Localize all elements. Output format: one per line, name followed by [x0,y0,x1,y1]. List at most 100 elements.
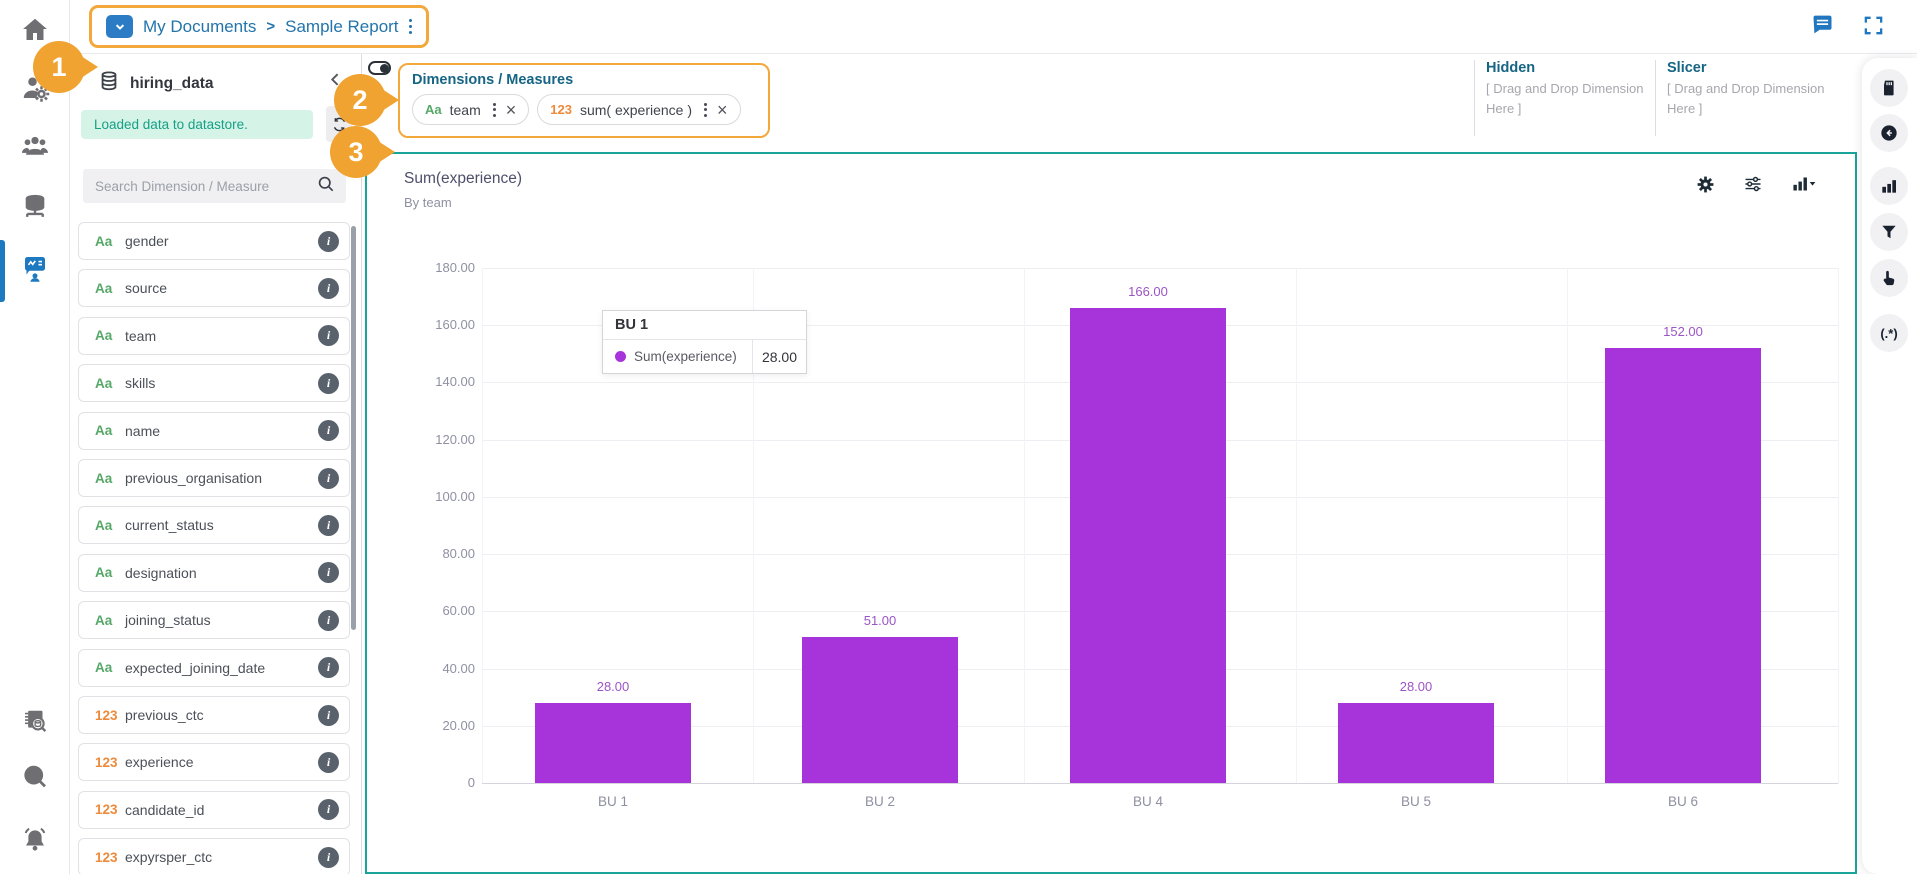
team-members-icon [20,131,50,166]
folder-dropdown-icon[interactable] [106,15,133,38]
field-item-source[interactable]: Aa source i [78,269,350,308]
field-item-expyrsper_ctc[interactable]: 123 expyrsper_ctc i [78,838,350,874]
info-icon[interactable]: i [318,846,339,868]
data-report-icon [20,253,50,288]
info-icon[interactable]: i [318,657,339,679]
info-icon[interactable]: i [318,514,339,536]
sidebar-item-data-catalog[interactable] [0,702,70,746]
bar-bu2[interactable] [802,637,958,783]
chip-sum-experience-[interactable]: 123 sum( experience ) × [537,94,741,125]
breadcrumb-item-my-documents[interactable]: My Documents [143,16,257,36]
breadcrumb-separator: > [266,18,276,35]
category-separator [1024,268,1026,783]
bar-value-label: 51.00 [863,613,897,629]
bell-icon [20,825,50,860]
field-item-previous_organisation[interactable]: Aa previous_organisation i [78,459,350,497]
sidebar-item-notifications[interactable] [0,820,70,864]
memory-card-button[interactable] [1870,69,1908,107]
chip-team[interactable]: Aa team × [412,94,530,125]
info-icon[interactable]: i [318,799,339,821]
field-item-candidate_id[interactable]: 123 candidate_id i [78,790,350,829]
y-axis-tick-label: 100.00 [435,488,475,504]
bar-chart-button[interactable] [1870,167,1908,205]
chart-tooltip: BU 1 Sum(experience) 28.00 [602,310,807,374]
sidebar-item-home[interactable] [0,10,70,54]
field-item-team[interactable]: Aa team i [78,316,350,355]
settings-gear-icon[interactable] [1696,175,1715,194]
slicer-drop-zone[interactable]: Slicer [ Drag and Drop Dimension Here ] [1655,60,1833,136]
y-axis-tick-label: 20.00 [442,717,475,733]
comment-icon[interactable] [1809,12,1836,44]
sidebar-item-data-search[interactable] [0,757,70,801]
info-icon[interactable]: i [318,467,339,489]
info-icon[interactable]: i [318,277,339,299]
chip-menu-icon[interactable] [492,102,496,117]
chart-title: Sum(experience) [404,170,523,187]
breadcrumb-menu-icon[interactable] [408,18,413,35]
breadcrumb-item-sample-report[interactable]: Sample Report [285,16,399,36]
chip-remove-icon[interactable]: × [717,99,728,120]
y-axis-tick-label: 140.00 [435,374,475,390]
field-item-gender[interactable]: Aa gender i [78,222,350,260]
bar-bu6[interactable] [1605,348,1761,783]
chip-type-badge: Aa [425,102,442,117]
bar-bu1[interactable] [535,702,691,783]
info-icon[interactable]: i [318,420,339,442]
info-icon[interactable]: i [318,230,339,252]
bar-chart-plot: 180.00 160.00 140.00 120.00 100.00 80.00 60.00… [367,154,1855,872]
sidebar-item-team-members[interactable] [0,126,70,170]
fullscreen-icon[interactable] [1862,14,1885,42]
regex-icon: (.*) [1880,325,1898,341]
chip-remove-icon[interactable]: × [505,99,517,120]
breadcrumb: My Documents > Sample Report [89,5,430,48]
bar-bu5[interactable] [1338,702,1494,783]
callout-badge-2: 2 [334,74,386,126]
filter-funnel-button[interactable] [1870,213,1908,251]
sidebar-item-user-settings[interactable] [0,68,70,112]
search-icon[interactable] [316,174,336,199]
field-item-designation[interactable]: Aa designation i [78,553,350,592]
field-type-badge: Aa [95,612,113,628]
field-item-expected_joining_date[interactable]: Aa expected_joining_date i [78,648,350,687]
info-icon[interactable]: i [318,704,339,726]
collapse-panel-icon[interactable] [322,66,348,92]
data-store-icon [20,193,50,228]
back-arrow-button[interactable] [1870,114,1908,152]
chip-menu-icon[interactable] [704,102,708,117]
hidden-drop-zone[interactable]: Hidden [ Drag and Drop Dimension Here ] [1474,60,1652,136]
visibility-toggle[interactable] [368,61,391,75]
field-item-previous_ctc[interactable]: 123 previous_ctc i [78,696,350,734]
chip-label: team [449,101,481,118]
regex-button[interactable]: (.*) [1870,314,1908,352]
app-sidebar [0,0,70,874]
field-type-badge: Aa [95,328,113,344]
field-item-skills[interactable]: Aa skills i [78,364,350,403]
field-list-scrollbar[interactable] [351,226,356,630]
slicer-title: Slicer [1667,60,1707,76]
field-item-joining_status[interactable]: Aa joining_status i [78,601,350,640]
field-type-badge: 123 [95,849,118,865]
field-type-badge: Aa [95,517,113,533]
field-item-name[interactable]: Aa name i [78,411,350,450]
field-list: Aa gender i Aa source i Aa team i Aa skills i Aa name… [78,222,350,874]
info-icon[interactable]: i [318,609,339,631]
search-input[interactable] [95,178,316,194]
user-settings-icon [20,73,50,108]
y-axis-tick-label: 180.00 [435,260,475,275]
status-banner: Loaded data to datastore. [81,110,313,139]
options-sliders-icon[interactable] [1743,174,1763,194]
y-axis-tick-label: 160.00 [435,317,475,333]
info-icon[interactable]: i [318,372,339,394]
info-icon[interactable]: i [318,562,339,584]
info-icon[interactable]: i [318,751,339,773]
bar-bu4[interactable] [1070,308,1226,783]
hand-pointer-button[interactable] [1870,259,1908,297]
category-separator [1838,268,1839,783]
chart-type-selector-icon[interactable] [1791,174,1817,194]
info-icon[interactable]: i [318,325,339,347]
sidebar-item-data-store[interactable] [0,188,70,232]
sidebar-item-data-report[interactable] [0,248,70,292]
field-item-current_status[interactable]: Aa current_status i [78,506,350,545]
field-item-experience[interactable]: 123 experience i [78,743,350,782]
